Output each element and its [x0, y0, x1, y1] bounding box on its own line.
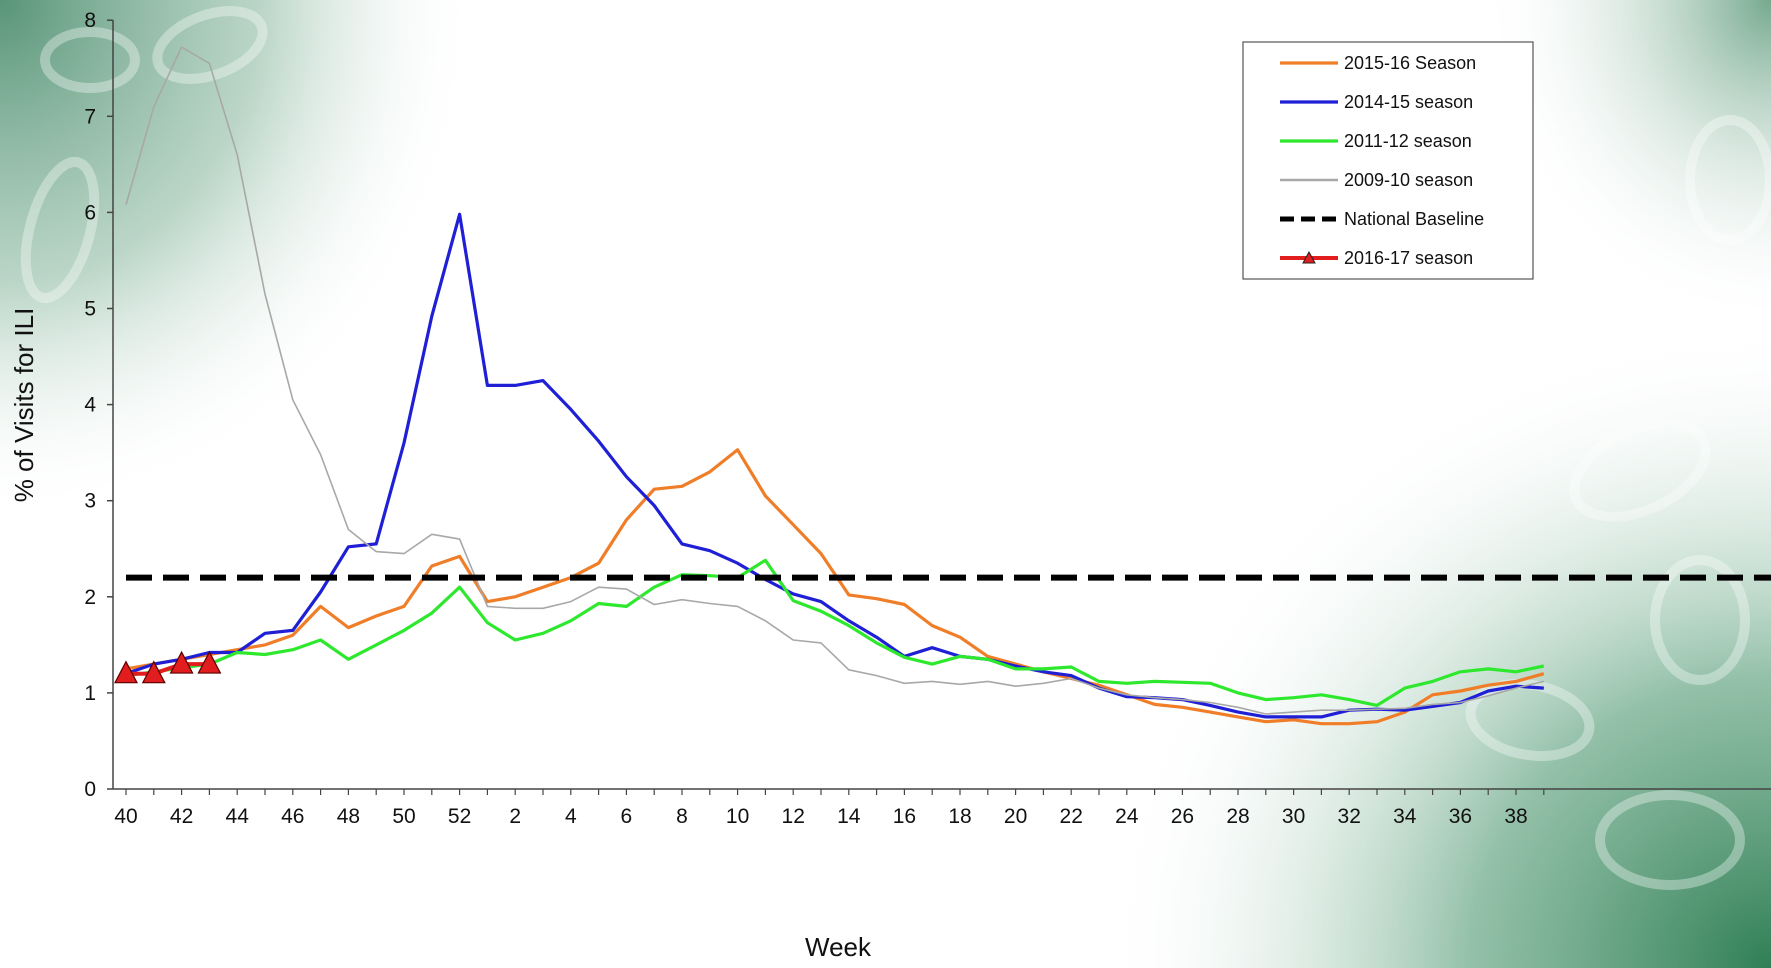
- x-tick-label: 50: [392, 805, 415, 828]
- x-tick-label: 14: [837, 805, 861, 828]
- x-axis-title: Week: [805, 932, 872, 962]
- y-tick-label: 6: [84, 201, 96, 224]
- x-tick-label: 44: [226, 805, 250, 828]
- y-axis-title: % of Visits for ILI: [9, 308, 39, 503]
- legend-label: National Baseline: [1344, 209, 1484, 229]
- y-tick-label: 0: [84, 778, 96, 801]
- y-tick-label: 1: [84, 682, 96, 705]
- series-line-2015-16-season: [125, 448, 1545, 726]
- point-marker-2016-17-season: [114, 660, 138, 684]
- y-tick-label: 8: [84, 9, 96, 32]
- legend-label: 2015-16 Season: [1344, 53, 1476, 73]
- x-tick-label: 28: [1226, 805, 1249, 828]
- x-tick-label: 38: [1504, 805, 1527, 828]
- y-tick-label: 3: [84, 490, 96, 513]
- x-tick-label: 16: [893, 805, 916, 828]
- point-marker-2016-17-season: [141, 660, 166, 684]
- series-line-2009-10-season: [125, 46, 1544, 715]
- legend-label: 2014-15 season: [1344, 92, 1473, 112]
- point-marker-2016-17-season: [197, 650, 222, 674]
- x-tick-label: 48: [337, 805, 360, 828]
- legend-label: 2016-17 season: [1344, 248, 1473, 268]
- legend-box: [1242, 41, 1534, 280]
- x-ticks: 40 42 44 46 48 50 52 2 4 6 8 10 12 14 16 18 20 22 24 26 28 30…: [114, 789, 1545, 828]
- series-line-2011-12-season: [125, 558, 1545, 708]
- x-tick-label: 52: [448, 805, 471, 828]
- x-tick-label: 22: [1060, 805, 1083, 828]
- legend-label: 2011-12 season: [1344, 131, 1472, 151]
- legend-marker: [1302, 250, 1316, 264]
- y-tick-label: 2: [84, 586, 96, 609]
- x-tick-label: 4: [565, 805, 577, 828]
- x-tick-label: 30: [1282, 805, 1305, 828]
- x-tick-label: 8: [676, 805, 688, 828]
- y-ticks: 0 1 2 3 4 5 6 7 8: [84, 9, 113, 801]
- point-marker-2016-17-season: [169, 650, 194, 674]
- x-tick-label: 18: [948, 805, 971, 828]
- x-tick-label: 46: [281, 805, 304, 828]
- x-tick-label: 34: [1393, 805, 1417, 828]
- x-tick-label: 26: [1171, 805, 1194, 828]
- y-tick-label: 7: [84, 105, 96, 128]
- x-tick-label: 24: [1115, 805, 1139, 828]
- x-tick-label: 32: [1338, 805, 1361, 828]
- x-tick-label: 6: [621, 805, 633, 828]
- legend: 2015-16 Season 2014-15 season 2011-12 seas…: [1242, 41, 1534, 280]
- x-tick-label: 2: [509, 805, 521, 828]
- x-tick-label: 10: [726, 805, 749, 828]
- x-tick-label: 20: [1004, 805, 1027, 828]
- y-tick-label: 5: [84, 298, 96, 321]
- series-lines: [125, 46, 1771, 726]
- series-line-2016-17-season: [126, 662, 210, 676]
- x-tick-label: 12: [782, 805, 805, 828]
- series-markers: [114, 650, 222, 684]
- series-line-2014-15-season: [125, 212, 1544, 719]
- x-tick-label: 42: [170, 805, 193, 828]
- legend-label: 2009-10 season: [1344, 170, 1473, 190]
- x-tick-label: 40: [114, 805, 137, 828]
- x-tick-label: 36: [1449, 805, 1472, 828]
- y-tick-label: 4: [84, 394, 96, 417]
